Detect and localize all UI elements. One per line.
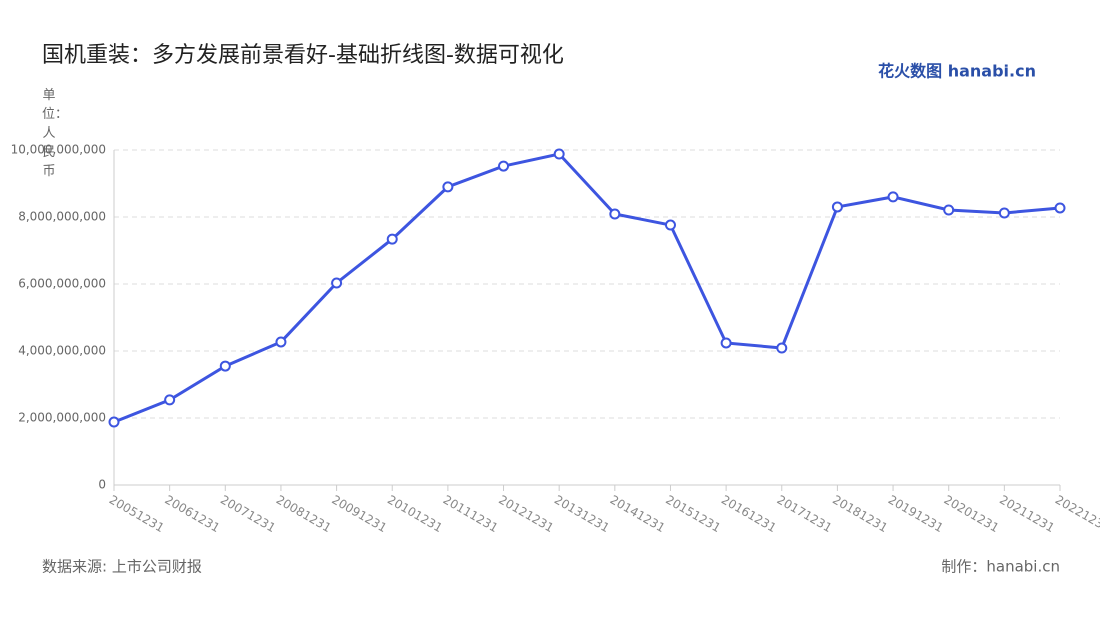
credit: 制作：hanabi.cn	[941, 558, 1060, 576]
point	[720, 337, 732, 349]
x-tick-label: 20081231	[274, 493, 334, 536]
x-tick-label: 20171231	[775, 493, 835, 536]
y-tick-label: 0	[98, 478, 106, 492]
point	[164, 394, 176, 406]
point	[553, 148, 565, 160]
x-tick-label: 20141231	[608, 493, 668, 536]
point	[887, 191, 899, 203]
point	[108, 416, 120, 428]
point	[275, 336, 287, 348]
point	[219, 360, 231, 372]
point	[664, 219, 676, 231]
point	[386, 233, 398, 245]
x-tick-label: 20091231	[329, 493, 389, 536]
x-tick-label: 20111231	[441, 493, 501, 536]
x-tick-label: 20051231	[107, 493, 167, 536]
point	[609, 208, 621, 220]
x-tick-label: 20191231	[886, 493, 946, 536]
source: 数据来源: 上市公司财报	[42, 558, 202, 576]
y-tick-label: 4,000,000,000	[18, 344, 106, 358]
y-tick-label: 8,000,000,000	[18, 210, 106, 224]
point	[442, 181, 454, 193]
point	[1054, 202, 1066, 214]
point	[831, 201, 843, 213]
x-tick-label: 20161231	[719, 493, 779, 536]
x-tick-label: 20201231	[941, 493, 1001, 536]
x-tick-label: 20061231	[162, 493, 222, 536]
x-tick-label: 20121231	[496, 493, 556, 536]
x-tick-label: 20151231	[663, 493, 723, 536]
logo: 花火数图 hanabi.cn	[878, 62, 1036, 81]
y-tick-label: 2,000,000,000	[18, 411, 106, 425]
point	[776, 342, 788, 354]
point	[943, 204, 955, 216]
x-tick-label: 20211231	[997, 493, 1057, 536]
y-tick-label: 6,000,000,000	[18, 277, 106, 291]
x-tick-label: 20101231	[385, 493, 445, 536]
point	[998, 207, 1010, 219]
point	[331, 277, 343, 289]
x-tick-label: 20181231	[830, 493, 890, 536]
y-tick-label: 10,000,000,000	[11, 143, 106, 157]
x-tick-label: 20221231	[1053, 493, 1100, 536]
point	[498, 160, 510, 172]
x-tick-label: 20071231	[218, 493, 278, 536]
x-tick-label: 20131231	[552, 493, 612, 536]
line-series	[113, 152, 1061, 424]
chart-title: 国机重装：多方发展前景看好-基础折线图-数据可视化	[42, 43, 564, 68]
y-axis-label: 单位：人民币	[42, 88, 69, 179]
